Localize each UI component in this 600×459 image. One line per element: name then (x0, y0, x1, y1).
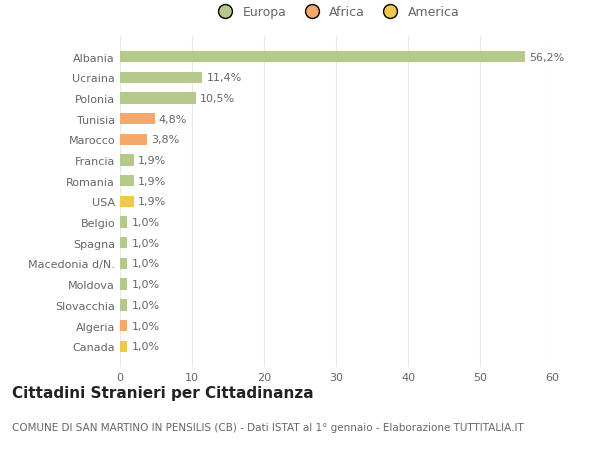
Text: 1,9%: 1,9% (138, 156, 166, 166)
Bar (120, 134, 148, 146)
Bar (120, 341, 127, 352)
Bar (120, 176, 134, 187)
Text: 1,0%: 1,0% (131, 341, 160, 352)
Bar (120, 217, 127, 228)
Text: 1,0%: 1,0% (131, 259, 160, 269)
Text: COMUNE DI SAN MARTINO IN PENSILIS (CB) - Dati ISTAT al 1° gennaio - Elaborazione: COMUNE DI SAN MARTINO IN PENSILIS (CB) -… (12, 422, 524, 432)
Bar (120, 52, 524, 63)
Text: 4,8%: 4,8% (159, 114, 187, 124)
Text: Cittadini Stranieri per Cittadinanza: Cittadini Stranieri per Cittadinanza (12, 386, 314, 401)
Bar (120, 114, 155, 125)
Bar (120, 279, 127, 290)
Bar (120, 93, 196, 104)
Bar (120, 258, 127, 269)
Legend: Europa, Africa, America: Europa, Africa, America (208, 1, 464, 24)
Text: 11,4%: 11,4% (206, 73, 242, 83)
Bar (120, 155, 134, 166)
Text: 1,0%: 1,0% (131, 321, 160, 331)
Text: 1,0%: 1,0% (131, 218, 160, 228)
Bar (120, 300, 127, 311)
Text: 10,5%: 10,5% (200, 94, 235, 104)
Text: 1,0%: 1,0% (131, 238, 160, 248)
Text: 1,0%: 1,0% (131, 300, 160, 310)
Bar (120, 238, 127, 249)
Bar (120, 320, 127, 331)
Bar (120, 196, 134, 207)
Text: 56,2%: 56,2% (529, 52, 564, 62)
Text: 1,9%: 1,9% (138, 176, 166, 186)
Text: 3,8%: 3,8% (152, 135, 180, 145)
Text: 1,9%: 1,9% (138, 197, 166, 207)
Text: 1,0%: 1,0% (131, 280, 160, 290)
Bar (120, 73, 202, 84)
